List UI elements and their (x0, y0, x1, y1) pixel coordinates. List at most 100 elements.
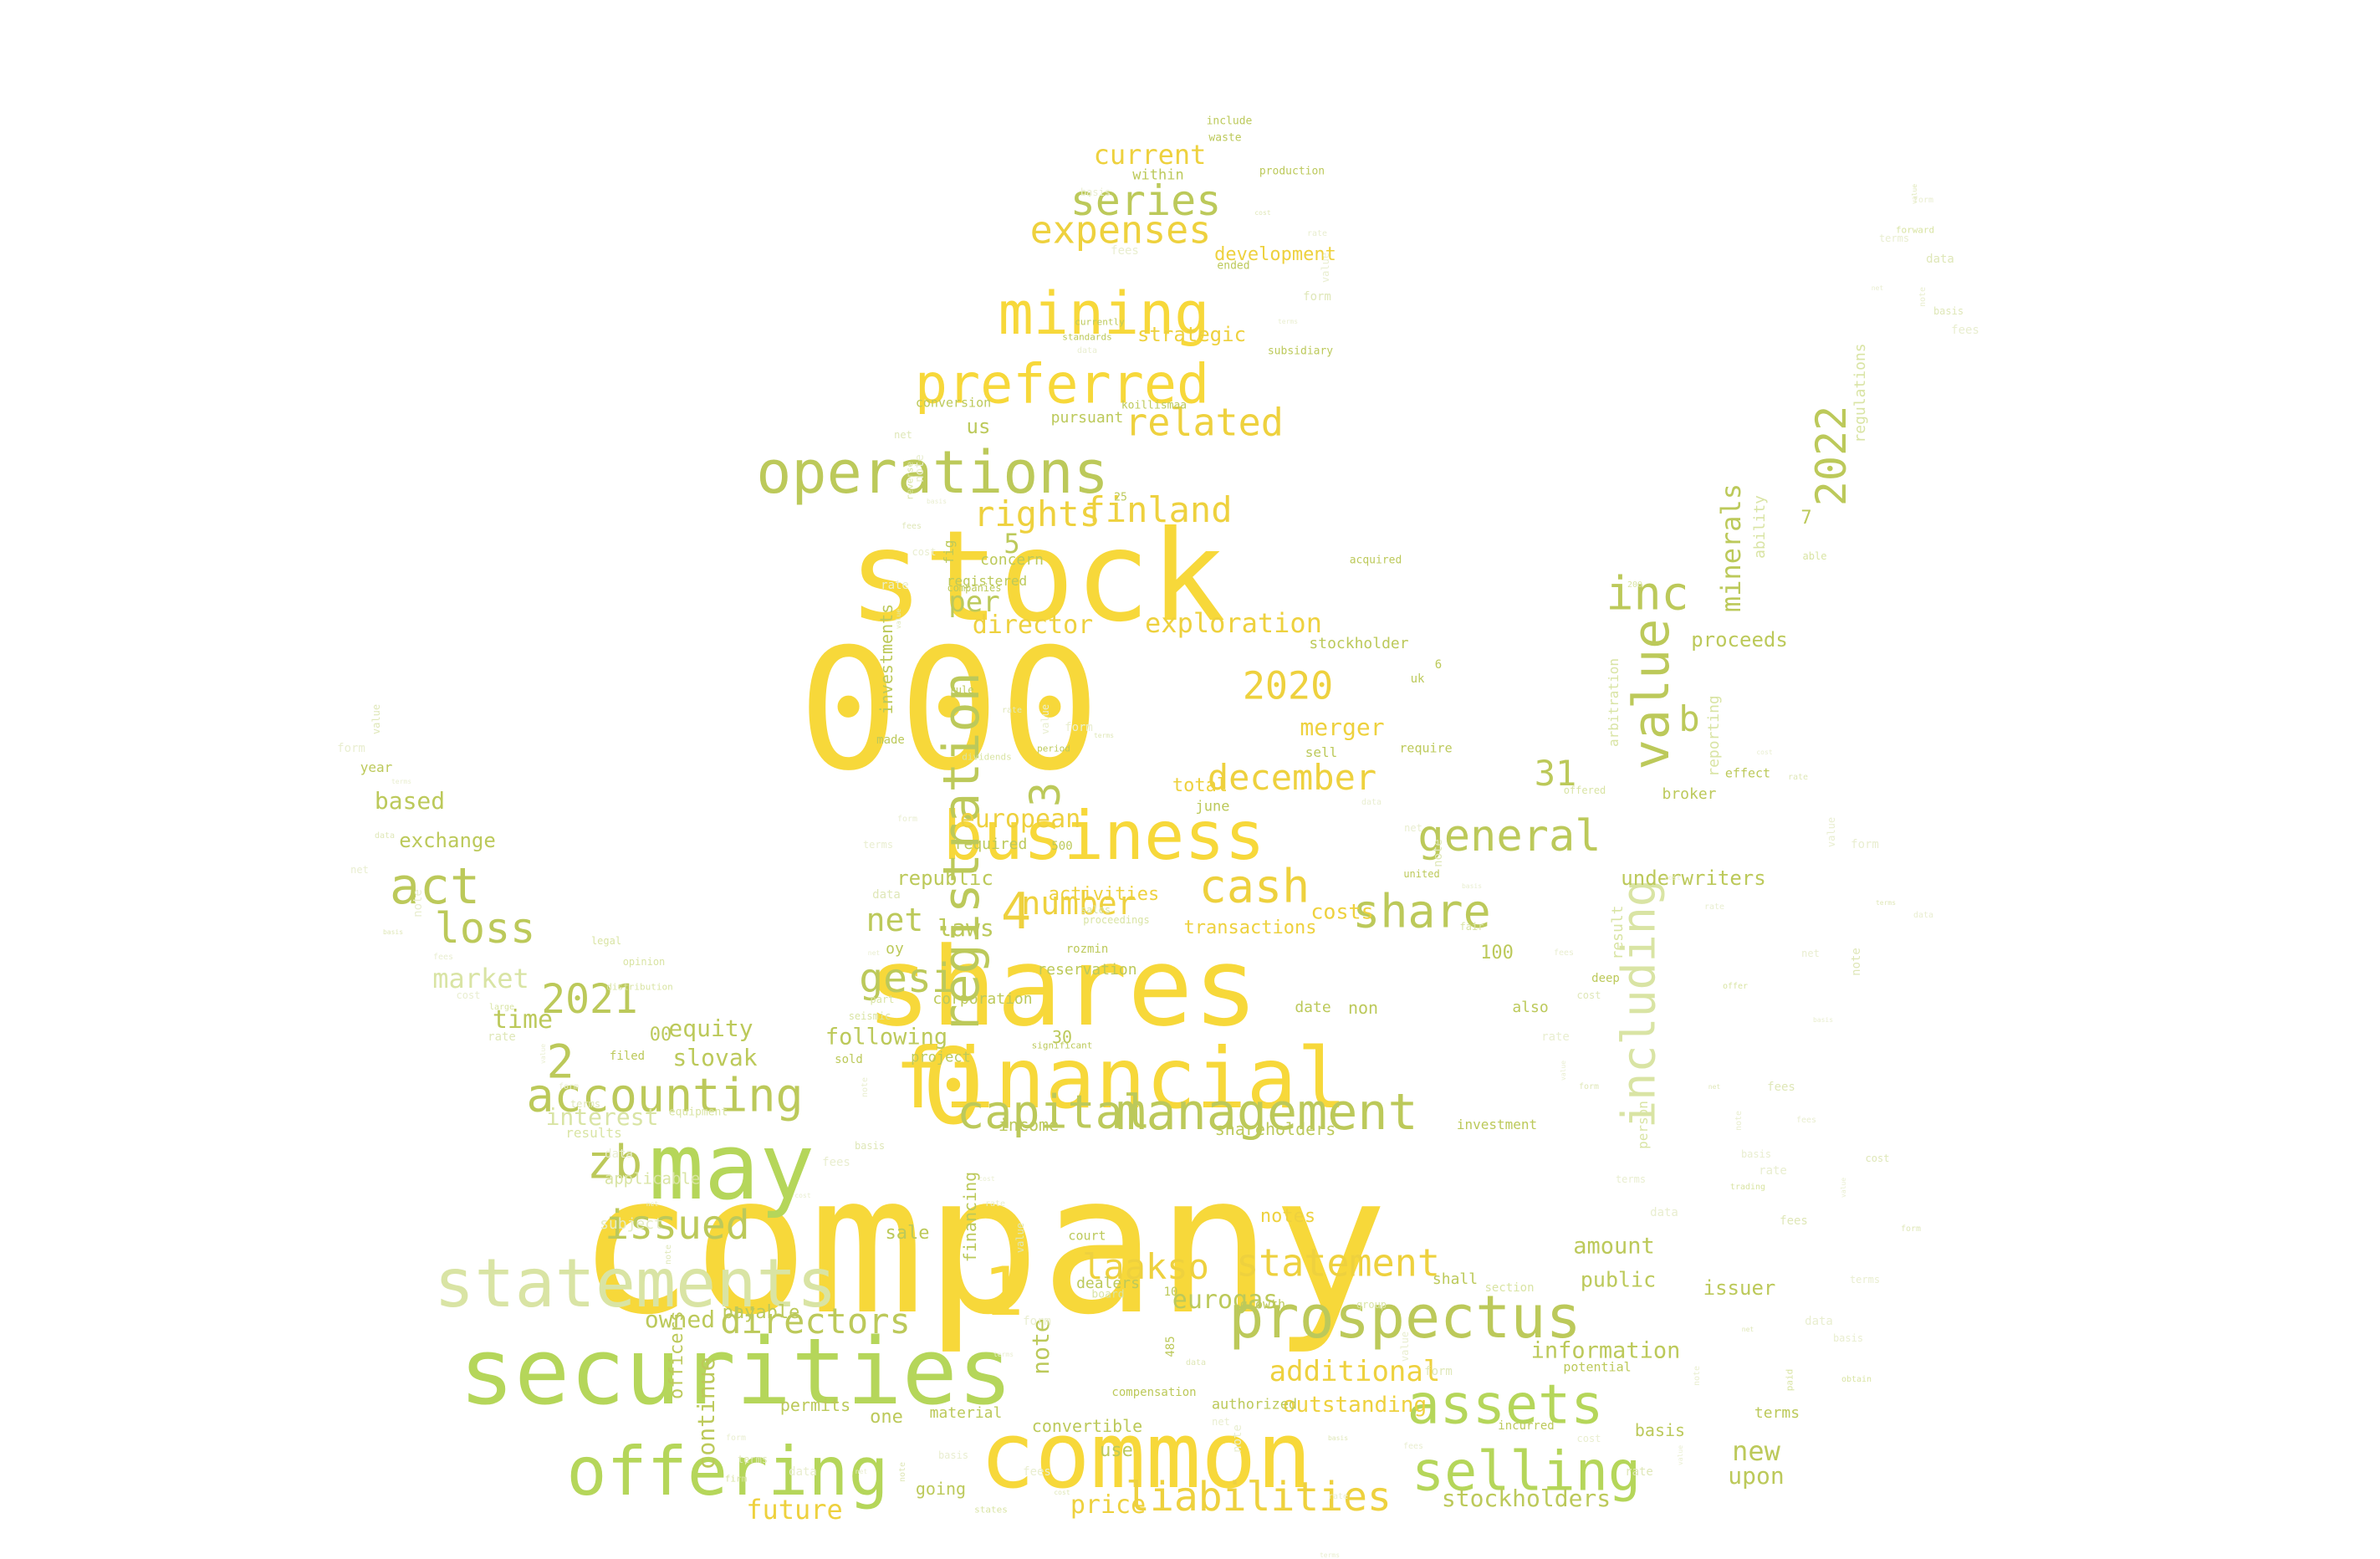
word-accounting-24: accounting (526, 1068, 804, 1122)
word-required-127: required (954, 836, 1028, 853)
filler-mark-4: net (1871, 284, 1884, 292)
word-shares-3: shares (866, 923, 1259, 1050)
filler-mark-3: data (1926, 253, 1954, 266)
word-0-7: 0 (922, 1026, 985, 1148)
filler-mark-57: fees (901, 522, 922, 531)
word-net-55: net (866, 902, 924, 938)
filler-mark-103: data (789, 1465, 817, 1479)
filler-mark-110: value (1399, 1331, 1411, 1362)
word-current-57: current (1093, 139, 1207, 171)
word-concern-128: concern (980, 551, 1044, 569)
word-project-156: project (911, 1049, 971, 1066)
word-shareholders-121: shareholders (1214, 1119, 1336, 1139)
filler-mark-85: note (1734, 1110, 1744, 1132)
filler-mark-16: basis (1812, 1016, 1834, 1024)
filler-mark-22: terms (1849, 1274, 1881, 1286)
filler-mark-9: rate (1787, 773, 1809, 782)
word-issued-38: issued (605, 1202, 750, 1249)
word-new-65: new (1732, 1435, 1780, 1467)
filler-mark-5: note (1918, 286, 1928, 308)
word-stockholders-62: stockholders (1441, 1485, 1611, 1512)
filler-mark-80: value (1560, 1060, 1567, 1081)
filler-mark-38: cost (456, 989, 481, 1001)
word-loss-37: loss (434, 904, 536, 953)
filler-mark-48: cost (1254, 209, 1271, 217)
word-acquired-201: acquired (1349, 554, 1402, 567)
word-3-35: 3 (1021, 781, 1070, 808)
word-rule-202: rule (949, 684, 974, 696)
filler-mark-53: data (1076, 346, 1098, 355)
word-owned-69: owned (644, 1306, 716, 1333)
filler-mark-112: terms (1319, 1551, 1341, 1559)
word-year-152: year (360, 759, 393, 775)
word-strategic-87: strategic (1136, 323, 1247, 346)
filler-mark-66: basis (854, 1140, 886, 1152)
word-minerals-61: minerals (1715, 483, 1747, 613)
filler-mark-35: note (411, 889, 425, 918)
word-made-153: made (876, 733, 905, 747)
word-eurogas-63: eurogas (1172, 1286, 1279, 1315)
word-business-10: business (942, 797, 1265, 875)
word-notes-93: notes (1259, 1206, 1316, 1227)
filler-mark-28: cost (1664, 874, 1681, 882)
word-offered-178: offered (1563, 785, 1606, 796)
word-company-0: company (577, 1134, 1388, 1357)
filler-mark-21: form (1900, 1224, 1922, 1234)
word-485-197: 485 (1164, 1336, 1177, 1357)
word-december-46: december (1207, 757, 1377, 798)
word-convertible-118: convertible (1031, 1416, 1143, 1436)
word-us-108: us (966, 415, 991, 438)
word-1-14: 1 (983, 1253, 1024, 1331)
word-activities-89: activities (1048, 884, 1160, 905)
word-rights-48: rights (973, 493, 1101, 534)
word-financial-8: financial (894, 1030, 1347, 1127)
word-companies-154: companies (947, 582, 1002, 594)
word-trading-194: trading (1729, 1183, 1766, 1192)
filler-mark-98: cost (1576, 1433, 1601, 1444)
word-common-6: common (979, 1402, 1312, 1509)
word-operations-12: operations (756, 438, 1109, 507)
filler-mark-97: fees (1402, 1442, 1424, 1451)
filler-mark-11: form (1851, 838, 1879, 851)
word-permits-116: permits (779, 1395, 851, 1415)
filler-mark-52: terms (1277, 318, 1299, 325)
word-b-54: b (1678, 698, 1700, 739)
word-10-196: 10 (1163, 1286, 1178, 1299)
word-price-64: price (1070, 1490, 1147, 1520)
word-authorized-144: authorized (1211, 1396, 1298, 1413)
word-payable-115: payable (722, 1302, 800, 1323)
word-series-33: series (1070, 176, 1222, 225)
word-general-29: general (1417, 811, 1601, 861)
word-distribution-191: distribution (606, 981, 673, 993)
word-able-185: able (1802, 550, 1827, 562)
filler-mark-89: rate (984, 1199, 1006, 1209)
filler-mark-72: terms (1093, 732, 1115, 739)
filler-mark-46: basis (1080, 187, 1111, 198)
word-stockholder-138: stockholder (1309, 635, 1409, 652)
word-number-52: number (1021, 885, 1136, 922)
word-going-117: going (915, 1479, 967, 1499)
word-investments-95: investments (876, 603, 896, 715)
word-2020-42: 2020 (1242, 663, 1334, 708)
filler-mark-61: form (896, 815, 918, 824)
word-investment-143: investment (1456, 1117, 1538, 1132)
word-seismic-175: seismic (848, 1010, 891, 1022)
word-sale-110: sale (885, 1223, 930, 1244)
filler-mark-68: cost (794, 1192, 811, 1199)
word-issuer-83: issuer (1703, 1276, 1776, 1300)
filler-mark-14: net (1801, 948, 1820, 959)
word-cash-25: cash (1198, 859, 1310, 913)
word-selling-18: selling (1412, 1440, 1641, 1504)
word-filed-158: filed (609, 1050, 646, 1063)
word-directors-45: directors (720, 1301, 911, 1342)
word-value-20: value (1622, 618, 1681, 770)
word-interest-71: interest (545, 1103, 659, 1131)
word-section-176: section (1484, 1281, 1535, 1295)
filler-mark-81: form (1578, 1082, 1600, 1091)
filler-mark-70: value (1039, 703, 1051, 735)
word-costs-73: costs (1310, 899, 1374, 924)
word-dividends-184: dividends (962, 751, 1012, 763)
word-compensation-145: compensation (1111, 1386, 1197, 1399)
word-reporting-99: reporting (1705, 695, 1723, 777)
word-conversion-131: conversion (915, 395, 992, 411)
